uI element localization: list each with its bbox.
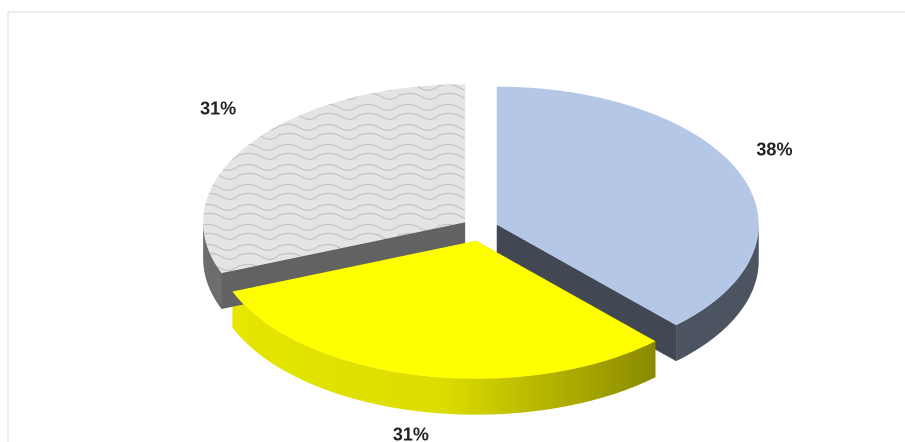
slice-wall — [203, 222, 222, 310]
data-label: 38% — [756, 140, 792, 160]
slice — [496, 86, 759, 326]
data-label: 31% — [393, 425, 429, 442]
chart-frame — [7, 11, 905, 442]
data-label: 31% — [200, 99, 236, 119]
slice-wall — [232, 291, 656, 415]
slice-side — [496, 224, 677, 362]
slice — [232, 240, 656, 379]
slice-wall — [676, 224, 759, 362]
slice — [203, 84, 466, 274]
